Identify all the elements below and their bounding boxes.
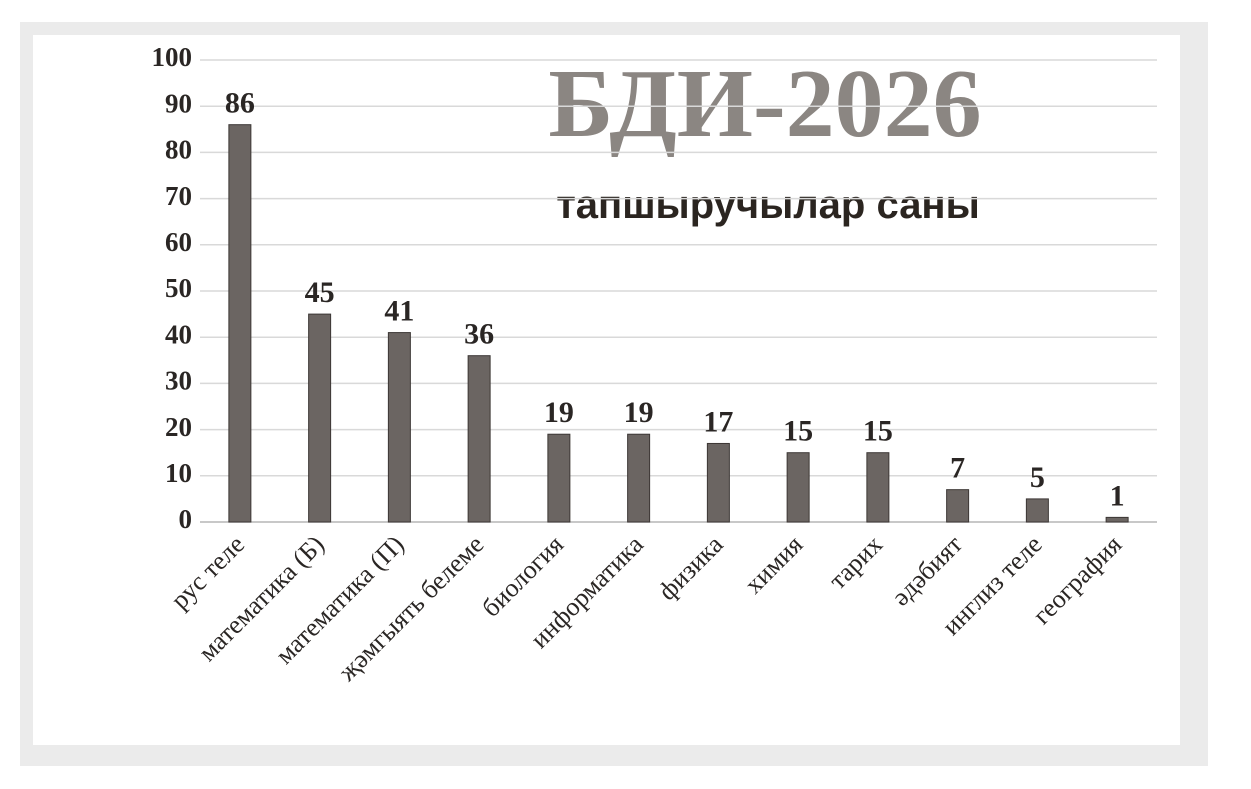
value-label: 41 — [384, 295, 414, 328]
chart-title: БДИ-2026 — [548, 50, 981, 158]
y-tick-label: 40 — [165, 319, 192, 349]
bar — [387, 332, 411, 523]
bar — [547, 433, 571, 523]
value-label: 1 — [1110, 479, 1125, 512]
value-label: 36 — [464, 318, 494, 351]
y-tick-label: 70 — [165, 181, 192, 211]
bar — [786, 452, 810, 523]
value-label: 7 — [950, 452, 965, 485]
y-tick-label: 100 — [152, 42, 193, 72]
chart-subtitle: тапшыручылар саны — [556, 183, 980, 227]
y-tick-label: 60 — [165, 227, 192, 257]
value-label: 45 — [305, 276, 335, 309]
bar — [866, 452, 890, 523]
value-label: 86 — [225, 87, 255, 120]
bar — [706, 442, 730, 523]
bar — [1105, 516, 1129, 523]
y-tick-label: 80 — [165, 135, 192, 165]
value-label: 17 — [703, 405, 733, 438]
value-label: 15 — [783, 415, 813, 448]
y-tick-label: 0 — [179, 504, 193, 534]
y-tick-label: 10 — [165, 458, 192, 488]
y-tick-label: 20 — [165, 412, 192, 442]
panel — [33, 35, 1180, 745]
value-label: 19 — [544, 396, 574, 429]
bar — [627, 433, 651, 523]
value-label: 19 — [624, 396, 654, 429]
y-tick-label: 50 — [165, 273, 192, 303]
value-label: 15 — [863, 415, 893, 448]
bar — [228, 124, 252, 523]
y-tick-label: 30 — [165, 366, 192, 396]
y-tick-label: 90 — [165, 88, 192, 118]
bar — [467, 355, 491, 523]
bar — [1025, 498, 1049, 523]
bar — [308, 313, 332, 523]
value-label: 5 — [1030, 461, 1045, 494]
bar — [946, 489, 970, 523]
